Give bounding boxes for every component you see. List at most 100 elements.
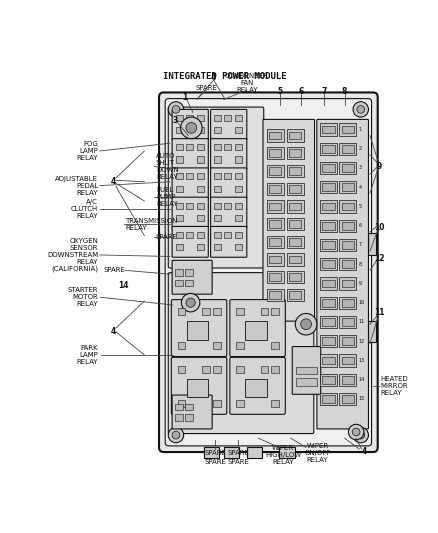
Bar bbox=[320, 200, 337, 213]
Bar bbox=[186, 144, 193, 150]
Bar bbox=[322, 203, 335, 210]
Text: 10: 10 bbox=[358, 300, 365, 305]
Bar bbox=[342, 337, 354, 345]
Bar bbox=[176, 127, 183, 133]
FancyBboxPatch shape bbox=[172, 395, 212, 429]
Bar bbox=[186, 173, 193, 180]
Circle shape bbox=[357, 106, 364, 113]
Text: SPARE: SPARE bbox=[204, 450, 226, 456]
Text: WIPER
HIGH/LOW
RELAY: WIPER HIGH/LOW RELAY bbox=[265, 445, 301, 465]
FancyBboxPatch shape bbox=[172, 227, 208, 257]
Bar bbox=[215, 115, 221, 121]
Bar bbox=[213, 366, 221, 373]
Bar bbox=[320, 239, 337, 251]
Bar bbox=[342, 280, 354, 287]
Bar bbox=[339, 374, 356, 386]
Bar bbox=[322, 337, 335, 345]
Bar bbox=[267, 218, 284, 230]
Text: SPARE: SPARE bbox=[204, 459, 226, 465]
Bar bbox=[339, 277, 356, 289]
Text: ADJUSTABLE
PEDAL
RELAY: ADJUSTABLE PEDAL RELAY bbox=[55, 175, 98, 196]
Text: 8: 8 bbox=[342, 87, 347, 96]
Bar bbox=[320, 335, 337, 348]
Bar bbox=[322, 260, 335, 268]
Bar bbox=[267, 236, 284, 248]
Bar bbox=[342, 183, 354, 191]
Bar bbox=[177, 308, 185, 315]
Circle shape bbox=[180, 117, 202, 139]
Bar bbox=[342, 357, 354, 364]
Text: 13: 13 bbox=[358, 358, 365, 363]
Text: 7: 7 bbox=[358, 243, 362, 247]
Bar bbox=[289, 132, 301, 140]
Text: HEATED
MIRROR
RELAY: HEATED MIRROR RELAY bbox=[381, 376, 409, 396]
Bar bbox=[235, 185, 242, 192]
Bar bbox=[176, 144, 183, 150]
Bar bbox=[322, 280, 335, 287]
Text: 3: 3 bbox=[358, 165, 362, 171]
Bar bbox=[269, 238, 282, 246]
Bar bbox=[176, 185, 183, 192]
Circle shape bbox=[172, 431, 180, 439]
Text: 4: 4 bbox=[111, 177, 116, 186]
Bar bbox=[339, 335, 356, 348]
Text: SPARE: SPARE bbox=[156, 234, 178, 240]
Bar bbox=[235, 244, 242, 251]
Bar bbox=[236, 342, 244, 349]
Bar bbox=[287, 182, 304, 195]
Bar bbox=[235, 144, 242, 150]
Bar bbox=[215, 203, 221, 209]
Bar bbox=[339, 393, 356, 405]
Bar bbox=[197, 185, 204, 192]
Text: 8: 8 bbox=[358, 262, 362, 266]
Bar bbox=[185, 403, 193, 410]
Bar bbox=[215, 127, 221, 133]
Bar bbox=[320, 316, 337, 328]
Bar bbox=[176, 232, 183, 238]
Bar bbox=[176, 244, 183, 251]
Text: 4: 4 bbox=[358, 184, 362, 190]
Text: STARTER
MOTOR
RELAY: STARTER MOTOR RELAY bbox=[68, 287, 98, 307]
Text: WIPER
ON/OFF
RELAY: WIPER ON/OFF RELAY bbox=[304, 443, 331, 463]
Circle shape bbox=[295, 313, 317, 335]
Bar bbox=[339, 316, 356, 328]
Bar bbox=[215, 156, 221, 163]
FancyBboxPatch shape bbox=[172, 168, 208, 199]
Bar bbox=[287, 218, 304, 230]
Bar bbox=[197, 127, 204, 133]
Bar bbox=[289, 291, 301, 299]
Bar bbox=[267, 182, 284, 195]
Bar bbox=[342, 260, 354, 268]
Text: 14: 14 bbox=[358, 377, 365, 382]
Bar bbox=[320, 181, 337, 193]
Bar bbox=[342, 145, 354, 152]
FancyBboxPatch shape bbox=[230, 357, 285, 414]
FancyBboxPatch shape bbox=[211, 139, 247, 169]
Bar bbox=[197, 156, 204, 163]
Bar bbox=[187, 379, 208, 398]
Text: 5: 5 bbox=[358, 204, 362, 209]
Bar bbox=[339, 239, 356, 251]
FancyBboxPatch shape bbox=[230, 300, 285, 357]
Bar bbox=[186, 203, 193, 209]
Bar bbox=[322, 183, 335, 191]
Bar bbox=[322, 376, 335, 384]
Bar bbox=[267, 289, 284, 301]
Bar bbox=[269, 273, 282, 281]
Text: 5: 5 bbox=[277, 87, 283, 96]
Bar bbox=[320, 296, 337, 309]
Bar bbox=[339, 123, 356, 135]
FancyBboxPatch shape bbox=[211, 109, 247, 140]
Bar bbox=[197, 232, 204, 238]
Bar bbox=[320, 393, 337, 405]
Circle shape bbox=[168, 427, 184, 443]
FancyBboxPatch shape bbox=[317, 119, 368, 429]
Circle shape bbox=[349, 424, 364, 440]
Bar bbox=[339, 220, 356, 232]
Text: 14: 14 bbox=[118, 281, 129, 290]
Bar bbox=[296, 367, 317, 374]
Bar bbox=[267, 147, 284, 159]
Bar bbox=[339, 200, 356, 213]
Circle shape bbox=[301, 319, 311, 329]
Bar bbox=[224, 447, 239, 458]
